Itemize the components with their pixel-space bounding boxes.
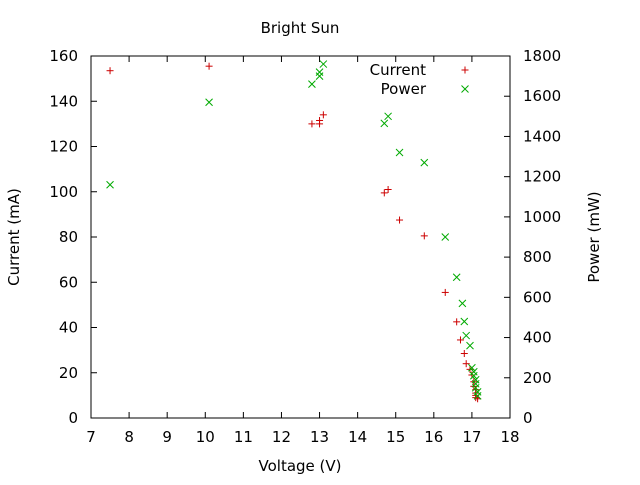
chart-title: Bright Sun [261,19,340,37]
y-tick-label: 20 [59,364,78,382]
marker-stroke [458,299,467,308]
marker-stroke [395,148,404,157]
y-tick-label: 0 [68,409,78,427]
marker-stroke [441,233,450,241]
marker-stroke [460,317,469,326]
marker-stroke [380,119,389,128]
y2-tick-label: 200 [523,369,552,387]
current-point [384,185,392,193]
x-tick-label: 12 [272,428,291,446]
y2-tick-label: 1800 [523,47,561,65]
power-point [395,148,404,157]
y-tick-label: 100 [49,183,78,201]
current-point [319,111,327,119]
power-point [315,72,324,80]
y2-tick-label: 1400 [523,127,561,145]
current-point [456,336,464,344]
marker-stroke [468,363,476,372]
y-tick-label: 40 [59,319,78,337]
power-point [441,233,450,241]
current-point [420,232,428,240]
x-tick-label: 15 [386,428,405,446]
current-point [441,288,449,296]
y2-tick-label: 600 [523,288,552,306]
axis-ticks: 7 8 9 10 11 12 13 14 15 16 17 180204060801001201401… [49,47,561,446]
current-point [106,67,114,75]
y2-tick-label: 800 [523,248,552,266]
x-tick-label: 8 [124,428,134,446]
y2-tick-label: 0 [523,409,533,427]
y2-tick-label: 1600 [523,87,561,105]
current-point [462,360,470,368]
x-tick-label: 17 [462,428,481,446]
marker-stroke [461,85,469,93]
current-point [380,189,388,197]
y-tick-label: 80 [59,228,78,246]
current-point [396,216,404,224]
power-point [420,158,429,167]
power-point [469,371,478,380]
x-tick-label: 13 [310,428,329,446]
legend-label-power: Power [381,80,427,98]
y-tick-label: 120 [49,138,78,156]
marker-stroke [469,371,478,380]
power-point [468,363,476,372]
marker-stroke [466,341,474,350]
power-point [460,317,469,326]
x-axis-label: Voltage (V) [259,457,342,475]
y-axis-label: Current (mA) [5,188,23,286]
x-tick-label: 11 [234,428,253,446]
current-point [316,120,324,128]
marker-stroke [452,273,461,282]
power-point [452,273,461,282]
power-point [315,68,324,76]
legend-marker-power [461,85,469,93]
x-tick-label: 18 [500,428,519,446]
y-tick-label: 160 [49,47,78,65]
x-tick-label: 10 [196,428,215,446]
y2-tick-label: 1200 [523,168,561,186]
power-point [462,331,471,340]
power-point [384,112,392,121]
power-point [471,383,480,392]
y-tick-label: 140 [49,92,78,110]
x-tick-label: 16 [424,428,443,446]
power-point [308,80,316,89]
marker-stroke [473,392,482,400]
marker-stroke [384,112,392,121]
data-points [106,60,482,403]
legend-label-current: Current [370,61,426,79]
marker-stroke [308,80,316,89]
y2-tick-label: 1000 [523,208,561,226]
current-point [205,62,213,70]
current-point [460,350,468,358]
current-point [308,120,316,128]
power-point [473,392,482,400]
y2-axis-label: Power (mW) [585,191,603,282]
marker-stroke [420,158,429,167]
power-point [319,60,328,68]
power-point [205,98,213,107]
marker-stroke [205,98,213,107]
x-tick-label: 14 [348,428,367,446]
marker-stroke [319,60,328,68]
marker-stroke [315,68,324,76]
power-point [466,341,474,350]
power-point [458,299,467,308]
marker-stroke [471,383,480,392]
x-tick-label: 7 [86,428,96,446]
y-tick-label: 60 [59,273,78,291]
x-tick-label: 9 [162,428,172,446]
y2-tick-label: 400 [523,329,552,347]
current-point [453,318,461,326]
plot-frame [90,55,511,419]
power-point [106,180,114,189]
marker-stroke [106,180,114,189]
legend-marker-current [461,66,469,74]
power-point [380,119,389,128]
marker-stroke [462,331,471,340]
